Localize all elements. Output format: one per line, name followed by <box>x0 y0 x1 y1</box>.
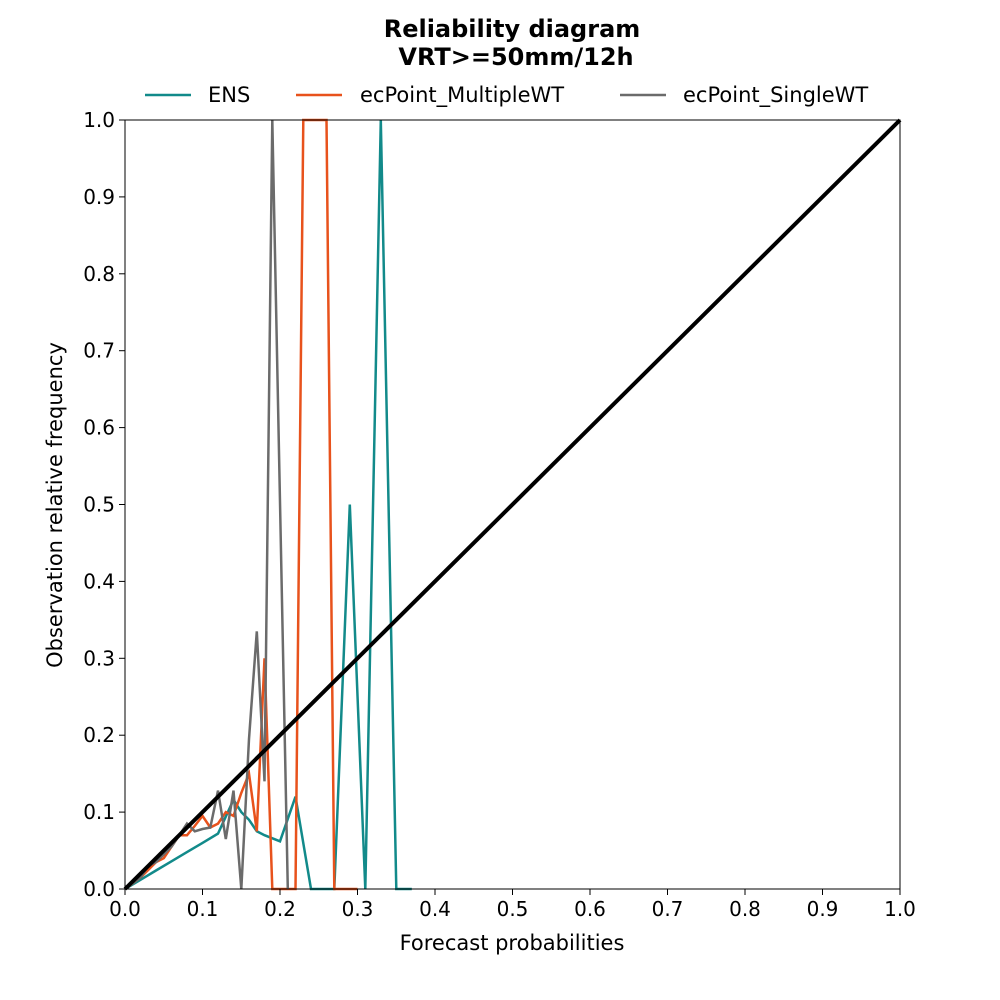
y-tick-label: 0.9 <box>83 185 115 209</box>
plot-lines <box>123 118 902 891</box>
x-tick-label: 0.6 <box>574 897 606 921</box>
chart-subtitle: VRT>=50mm/12h <box>398 43 633 71</box>
x-axis-label: Forecast probabilities <box>400 931 625 955</box>
y-tick-label: 0.4 <box>83 569 115 593</box>
series-line-3 <box>124 119 290 891</box>
x-tick-label: 1.0 <box>884 897 916 921</box>
y-axis-label: Observation relative frequency <box>43 342 67 668</box>
y-tick-label: 0.8 <box>83 262 115 286</box>
legend-label-3: ecPoint_SingleWT <box>683 83 868 108</box>
y-tick-label: 0.2 <box>83 723 115 747</box>
x-tick-label: 0.8 <box>729 897 761 921</box>
y-axis-ticks: 0.0 0.1 0.2 0.3 0.4 0.5 0.6 0.7 0.8 0.9 1.0 <box>83 108 125 901</box>
x-tick-label: 0.2 <box>264 897 296 921</box>
y-tick-label: 0.7 <box>83 339 115 363</box>
x-tick-label: 0.1 <box>187 897 219 921</box>
x-tick-label: 0.3 <box>342 897 374 921</box>
y-tick-label: 0.5 <box>83 493 115 517</box>
x-tick-label: 0.0 <box>109 897 141 921</box>
legend-label-2: ecPoint_MultipleWT <box>360 83 564 108</box>
x-tick-label: 0.9 <box>807 897 839 921</box>
series-line-1 <box>124 119 412 891</box>
legend: ENS ecPoint_MultipleWT ecPoint_SingleWT <box>145 83 868 108</box>
legend-label-1: ENS <box>208 83 250 107</box>
chart-title: Reliability diagram <box>384 15 641 43</box>
x-tick-label: 0.5 <box>497 897 529 921</box>
y-tick-label: 0.1 <box>83 800 115 824</box>
x-tick-label: 0.4 <box>419 897 451 921</box>
y-tick-label: 1.0 <box>83 108 115 132</box>
y-tick-label: 0.0 <box>83 877 115 901</box>
x-axis-ticks: 0.0 0.1 0.2 0.3 0.4 0.5 0.6 0.7 0.8 0.9 1.0 <box>109 889 916 921</box>
x-tick-label: 0.7 <box>652 897 684 921</box>
y-tick-label: 0.6 <box>83 416 115 440</box>
perfect-reliability-line <box>123 118 902 891</box>
y-tick-label: 0.3 <box>83 646 115 670</box>
